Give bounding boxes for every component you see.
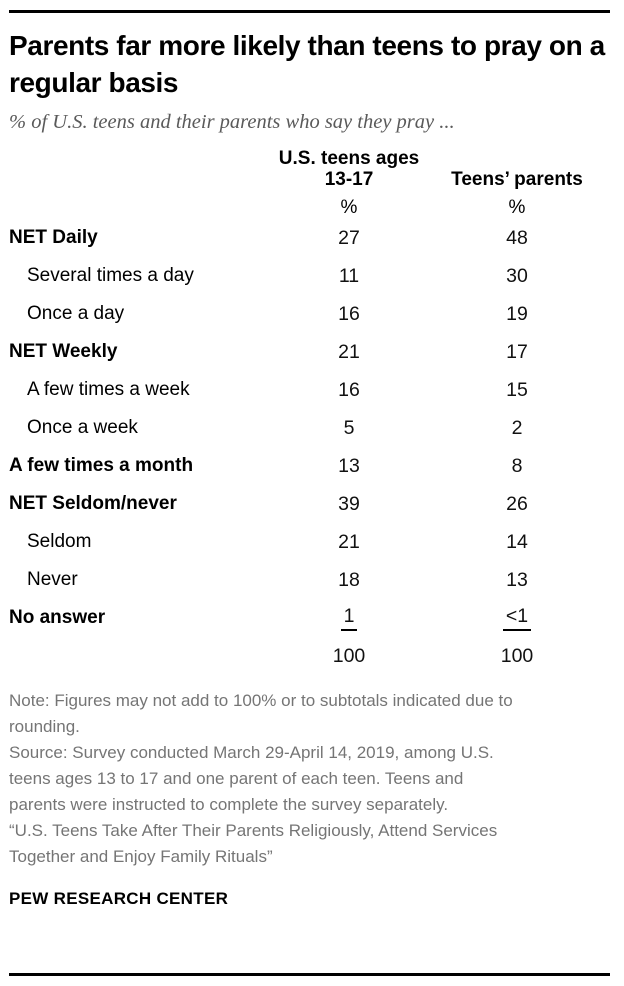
table-row: NET Weekly 21 17 — [9, 333, 610, 371]
note-text: Note: Figures may not add to 100% or to … — [9, 691, 513, 737]
source-text: Source: Survey conducted March 29-April … — [9, 743, 494, 815]
row-label: A few times a week — [27, 379, 190, 401]
value-parents: 48 — [506, 226, 528, 249]
value-parents: 8 — [511, 454, 523, 477]
row-label: NET Seldom/never — [9, 493, 177, 515]
value-teens: 16 — [338, 302, 360, 325]
table-row: Several times a day 11 30 — [9, 257, 610, 295]
table-row: NET Seldom/never 39 26 — [9, 485, 610, 523]
value-parents: <1 — [502, 605, 532, 632]
value-parents: 14 — [506, 530, 528, 553]
data-table: U.S. teens ages 13-17 Teens’ parents % %… — [9, 148, 610, 676]
table-row: NET Daily 27 48 — [9, 219, 610, 257]
row-label: NET Weekly — [9, 341, 118, 363]
value-parents: 13 — [506, 568, 528, 591]
table-row: A few times a month 13 8 — [9, 447, 610, 485]
bottom-rule — [9, 973, 610, 976]
value-teens: 18 — [338, 568, 360, 591]
value-parents: 26 — [506, 492, 528, 515]
row-label: Once a day — [27, 303, 125, 325]
row-label: No answer — [9, 607, 106, 629]
table-row: A few times a week 16 15 — [9, 371, 610, 409]
row-label: Once a week — [27, 417, 138, 439]
value-teens: 5 — [343, 416, 355, 439]
row-label: Seldom — [27, 531, 92, 553]
row-label: A few times a month — [9, 455, 194, 477]
value-parents: 15 — [506, 378, 528, 401]
value-parents: 30 — [506, 264, 528, 287]
brand-label: PEW RESEARCH CENTER — [9, 889, 229, 909]
row-label: NET Daily — [9, 227, 98, 249]
value-teens: 11 — [338, 264, 360, 287]
value-teens: 39 — [338, 492, 360, 515]
table-row: Once a day 16 19 — [9, 295, 610, 333]
value-teens: 1 — [340, 605, 358, 632]
value-teens: 21 — [338, 530, 360, 553]
value-parents: 2 — [511, 416, 523, 439]
table-row: Once a week 5 2 — [9, 409, 610, 447]
table-row: Never 18 13 — [9, 561, 610, 599]
table-row: 100 100 — [9, 637, 610, 675]
unit-parents: % — [508, 197, 526, 219]
column-header-teens: U.S. teens ages 13-17 — [278, 147, 420, 191]
unit-teens: % — [340, 197, 358, 219]
value-teens: 21 — [338, 340, 360, 363]
value-teens: 13 — [338, 454, 360, 477]
row-label: Never — [27, 569, 78, 591]
table-row: Seldom 21 14 — [9, 523, 610, 561]
table-header-row: U.S. teens ages 13-17 Teens’ parents — [9, 148, 610, 191]
table-row: No answer 1 <1 — [9, 599, 610, 637]
table-body: NET Daily 27 48 Several times a day 11 3… — [9, 219, 610, 675]
top-rule — [9, 10, 610, 13]
value-parents: 100 — [500, 644, 534, 667]
row-label: Several times a day — [27, 265, 194, 287]
value-teens: 27 — [338, 226, 360, 249]
value-parents: 17 — [506, 340, 528, 363]
value-teens: 16 — [338, 378, 360, 401]
column-header-parents: Teens’ parents — [451, 169, 583, 191]
value-teens: 100 — [332, 644, 366, 667]
report-title-text: “U.S. Teens Take After Their Parents Rel… — [9, 821, 498, 867]
unit-row: % % — [9, 197, 610, 219]
chart-subtitle: % of U.S. teens and their parents who sa… — [9, 110, 455, 133]
report-card: Parents far more likely than teens to pr… — [0, 10, 624, 986]
footer-notes: Note: Figures may not add to 100% or to … — [9, 688, 610, 870]
chart-title: Parents far more likely than teens to pr… — [9, 30, 605, 98]
value-parents: 19 — [506, 302, 528, 325]
